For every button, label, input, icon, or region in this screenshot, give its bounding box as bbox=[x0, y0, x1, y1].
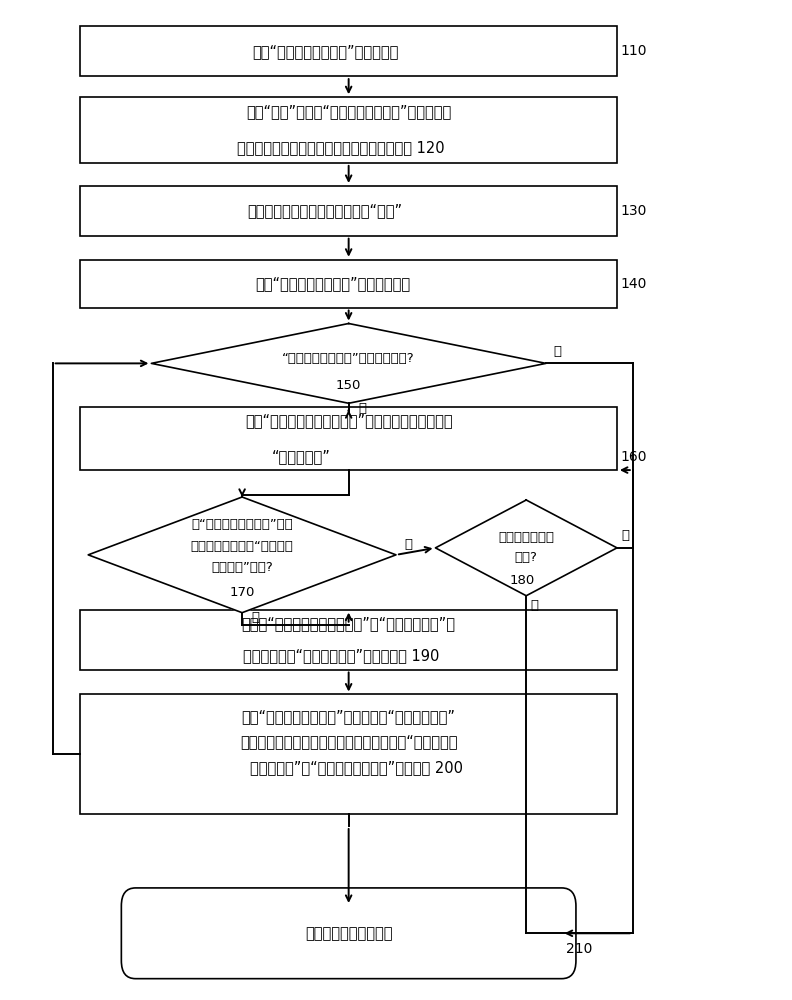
Text: 140: 140 bbox=[621, 277, 647, 291]
Text: 更新“连续文件数据区块”链表；释放“原数据块序列”: 更新“连续文件数据区块”链表；释放“原数据块序列” bbox=[242, 709, 455, 724]
Text: 空闲区碎片整理: 空闲区碎片整理 bbox=[498, 531, 554, 544]
Text: 170: 170 bbox=[230, 586, 255, 599]
Text: “待碎片整理的文件”链表是否为空?: “待碎片整理的文件”链表是否为空? bbox=[282, 352, 415, 365]
Text: 否: 否 bbox=[404, 538, 412, 551]
FancyBboxPatch shape bbox=[121, 888, 576, 979]
Text: 整理的文件”从“待碎片整理的文件”链表去除 200: 整理的文件”从“待碎片整理的文件”链表去除 200 bbox=[250, 760, 463, 775]
Text: 是: 是 bbox=[621, 529, 629, 542]
Text: 数据区块”集合?: 数据区块”集合? bbox=[211, 561, 273, 574]
Text: 180: 180 bbox=[509, 574, 535, 587]
Text: 文件系统碎片整理结束: 文件系统碎片整理结束 bbox=[305, 926, 392, 941]
Text: 构建“连续空闲数据区块”链表并排序: 构建“连续空闲数据区块”链表并排序 bbox=[252, 44, 398, 59]
Text: 构建“文件”链表及“连续文件数据区块”链表；统计: 构建“文件”链表及“连续文件数据区块”链表；统计 bbox=[246, 105, 451, 120]
Polygon shape bbox=[151, 323, 546, 403]
Text: 150: 150 bbox=[336, 379, 361, 392]
Polygon shape bbox=[88, 497, 396, 613]
Text: “最大碎片数”: “最大碎片数” bbox=[272, 449, 331, 464]
Text: 每个文件的碎片信息；并对上述两个链表排序 120: 每个文件的碎片信息；并对上述两个链表排序 120 bbox=[237, 140, 444, 155]
FancyBboxPatch shape bbox=[80, 97, 617, 163]
Text: 是: 是 bbox=[252, 611, 260, 624]
Text: 110: 110 bbox=[621, 44, 647, 58]
Text: 中寻找满足要求的“连续空闲: 中寻找满足要求的“连续空闲 bbox=[191, 540, 294, 553]
Text: 建立“待碎片整理的文件”链表，并排序: 建立“待碎片整理的文件”链表，并排序 bbox=[255, 276, 410, 291]
Text: 依次将“当前待碎片整理的文件”的“原数据块序列”的: 依次将“当前待碎片整理的文件”的“原数据块序列”的 bbox=[242, 616, 455, 631]
FancyBboxPatch shape bbox=[80, 260, 617, 308]
Text: 否: 否 bbox=[530, 599, 539, 612]
Text: 设置文件碎片整理的加权碎片度“阈値”: 设置文件碎片整理的加权碎片度“阈値” bbox=[247, 203, 402, 218]
Polygon shape bbox=[436, 500, 617, 596]
Text: 130: 130 bbox=[621, 204, 647, 218]
Text: 210: 210 bbox=[565, 942, 592, 956]
Text: 成功?: 成功? bbox=[515, 551, 538, 564]
Text: 获取“当前待碎片整理的文件”，并确定碎片整理后的: 获取“当前待碎片整理的文件”，并确定碎片整理后的 bbox=[245, 413, 452, 428]
Text: 在“连续空闲数据区块”链表: 在“连续空闲数据区块”链表 bbox=[191, 518, 293, 531]
FancyBboxPatch shape bbox=[80, 694, 617, 814]
Text: 160: 160 bbox=[621, 450, 647, 464]
Text: 数据块拷贝到“新数据块序列”的数据块中 190: 数据块拷贝到“新数据块序列”的数据块中 190 bbox=[242, 648, 439, 663]
Text: 的数据块为空闲块；重新统计碎片信息；将“当前待碎片: 的数据块为空闲块；重新统计碎片信息；将“当前待碎片 bbox=[240, 734, 458, 749]
Text: 是: 是 bbox=[554, 345, 562, 358]
Text: 否: 否 bbox=[358, 402, 366, 415]
FancyBboxPatch shape bbox=[80, 407, 617, 470]
FancyBboxPatch shape bbox=[80, 26, 617, 76]
FancyBboxPatch shape bbox=[80, 610, 617, 670]
FancyBboxPatch shape bbox=[80, 186, 617, 236]
